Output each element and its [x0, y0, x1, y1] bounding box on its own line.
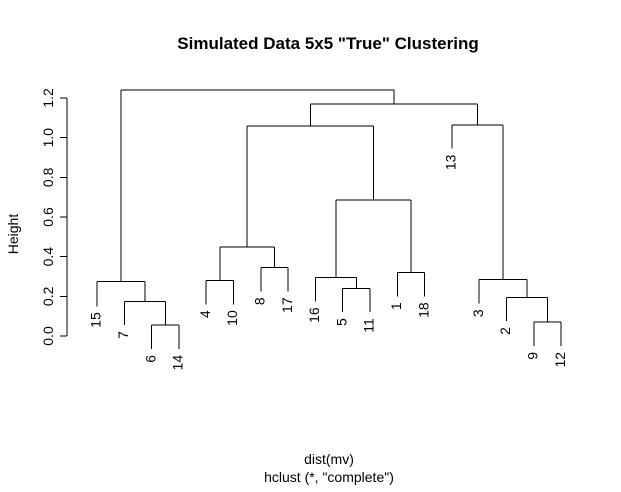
y-tick-label: 0.2	[40, 286, 56, 306]
y-axis: 0.0 0.2 0.4 0.6 0.8 1.0 1.2	[40, 88, 68, 346]
x-axis-label: dist(mv)	[304, 451, 354, 467]
leaf-label: 12	[552, 352, 568, 368]
leaf-label: 14	[170, 355, 186, 371]
y-tick-label: 1.0	[40, 128, 56, 148]
leaf-label: 8	[252, 297, 268, 305]
dendrogram-tree	[96, 89, 562, 349]
y-tick-label: 1.2	[40, 88, 56, 108]
y-tick-label: 0.6	[40, 207, 56, 227]
leaf-label: 5	[333, 318, 349, 326]
y-tick-label: 0.4	[40, 247, 56, 267]
y-tick-label: 0.8	[40, 167, 56, 187]
leaf-label: 16	[306, 307, 322, 323]
y-axis-label: Height	[5, 214, 21, 255]
leaf-label: 13	[443, 154, 459, 170]
y-tick-label: 0.0	[40, 326, 56, 346]
leaf-label: 6	[142, 355, 158, 363]
leaf-label: 15	[88, 312, 104, 328]
chart-title: Simulated Data 5x5 "True" Clustering	[177, 34, 478, 53]
leaf-label: 11	[361, 318, 377, 333]
leaf-label: 1	[388, 302, 404, 310]
leaf-label: 17	[279, 297, 295, 313]
leaf-label: 10	[224, 310, 240, 326]
leaf-label: 4	[197, 310, 213, 318]
leaf-label: 7	[115, 331, 131, 339]
method-sublabel: hclust (*, "complete")	[264, 469, 394, 485]
leaf-label: 2	[497, 327, 513, 335]
leaf-label: 18	[415, 302, 431, 318]
leaf-label: 9	[525, 352, 541, 360]
leaf-label: 3	[470, 309, 486, 317]
